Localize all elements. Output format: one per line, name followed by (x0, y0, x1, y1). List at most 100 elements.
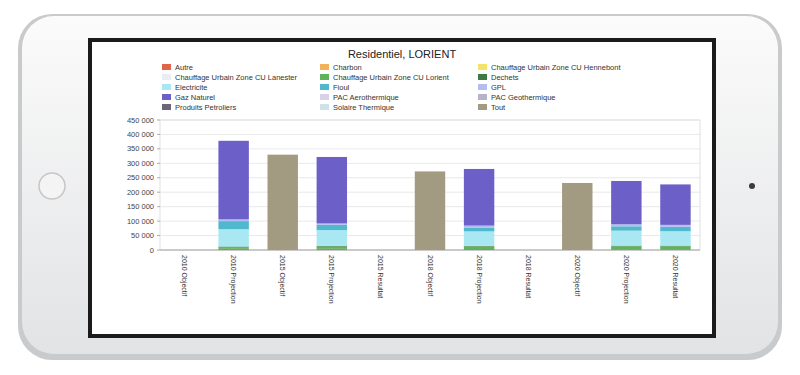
legend-label: Chauffage Urbain Zone CU Lanester (175, 73, 298, 82)
bar-segment (218, 140, 248, 141)
bar-segment (611, 181, 641, 224)
bar-segment (218, 140, 248, 141)
bar-segment (464, 168, 494, 169)
bar-segment (317, 225, 347, 230)
bar-segment (660, 225, 690, 227)
x-tick-label: 2015 Objectif (278, 255, 286, 296)
legend-label: GPL (491, 83, 506, 92)
legend-label: Fioul (333, 83, 350, 92)
bar-segment (464, 231, 494, 245)
bar-segment (218, 219, 248, 221)
x-tick-label: 2020 Objectif (573, 255, 581, 296)
y-tick-label: 200 000 (127, 188, 154, 197)
x-tick-label: 2015 Projection (327, 255, 335, 304)
bar-segment (562, 183, 592, 250)
tablet-body (22, 16, 778, 354)
bar-segment (464, 228, 494, 231)
bar-segment (611, 180, 641, 181)
bar-segment (660, 184, 690, 185)
legend-swatch (478, 84, 487, 90)
bars (218, 141, 690, 250)
y-tick (157, 120, 160, 121)
legend-label: Dechets (491, 73, 519, 82)
y-tick (157, 206, 160, 207)
legend-swatch (162, 104, 171, 110)
screen (92, 42, 712, 334)
y-tick-label: 100 000 (127, 217, 154, 226)
x-tick-label: 2010 Objectif (180, 255, 188, 296)
bar-segment (218, 140, 248, 141)
bar-segment (464, 168, 494, 169)
bar-segment (611, 180, 641, 181)
legend-swatch (320, 84, 329, 90)
y-tick-label: 0 (150, 246, 154, 255)
bar-segment (464, 168, 494, 169)
y-tick (157, 134, 160, 135)
legend-label: PAC Aerothermique (333, 93, 399, 102)
legend-swatch (478, 104, 487, 110)
legend-label: Chauffage Urbain Zone CU Lorient (333, 73, 450, 82)
legend-swatch (162, 64, 171, 70)
bar-segment (660, 184, 690, 224)
legend-label: PAC Geothermique (491, 93, 555, 102)
y-tick-label: 300 000 (127, 159, 154, 168)
bar-segment (464, 169, 494, 226)
screen-border (88, 38, 716, 338)
bar-segment (268, 155, 298, 250)
legend-label: Charbon (333, 63, 362, 72)
y-tick-label: 250 000 (127, 173, 154, 182)
page: Residentiel, LORIENTAutreCharbonChauffag… (0, 0, 800, 375)
y-tick-label: 400 000 (127, 130, 154, 139)
bar-segment (464, 168, 494, 169)
legend-swatch (478, 64, 487, 70)
bar-segment (611, 231, 641, 246)
grid-line (160, 250, 700, 251)
bar-segment (317, 247, 347, 249)
bar-segment (317, 156, 347, 157)
bar-segment (317, 156, 347, 157)
bar-segment (218, 247, 248, 249)
y-tick-label: 150 000 (127, 202, 154, 211)
y-tick (157, 177, 160, 178)
y-tick (157, 163, 160, 164)
legend-label: Gaz Naturel (175, 93, 215, 102)
legend-swatch (320, 74, 329, 80)
bar-segment (660, 184, 690, 185)
bar-segment (415, 171, 445, 250)
grid-line (160, 134, 700, 135)
bar-segment (317, 223, 347, 224)
legend-label: Tout (491, 103, 506, 112)
x-tick-label: 2018 Resultat (525, 255, 532, 298)
legend-label: Produits Petroliers (175, 103, 237, 112)
bar-segment (611, 180, 641, 181)
bar-segment (611, 226, 641, 230)
y-tick (157, 192, 160, 193)
grid-line (160, 120, 700, 121)
legend-swatch (320, 64, 329, 70)
x-tick-label: 2018 Objectif (426, 255, 434, 296)
bar-segment (317, 156, 347, 157)
bar-segment (317, 156, 347, 157)
y-tick-label: 350 000 (127, 144, 154, 153)
home-button (39, 173, 65, 199)
bar-segment (660, 231, 690, 245)
bar-segment (660, 184, 690, 185)
bar-segment (611, 180, 641, 181)
bar-segment (611, 180, 641, 181)
bar-segment (660, 184, 690, 185)
plot-frame (160, 120, 700, 250)
bar-segment (218, 229, 248, 246)
x-tick-label: 2010 Projection (229, 255, 237, 304)
legend-swatch (478, 74, 487, 80)
x-tick-label: 2020 Projection (622, 255, 630, 304)
x-tick-label: 2015 Resultat (377, 255, 384, 298)
x-tick-label: 2020 Resultat (672, 255, 679, 298)
bar-segment (317, 156, 347, 157)
camera (749, 183, 755, 189)
bar-segment (218, 140, 248, 141)
legend-label: Chauffage Urbain Zone CU Hennebont (491, 63, 621, 72)
legend-swatch (478, 94, 487, 100)
bar-segment (611, 246, 641, 249)
y-tick (157, 235, 160, 236)
legend-swatch (320, 94, 329, 100)
